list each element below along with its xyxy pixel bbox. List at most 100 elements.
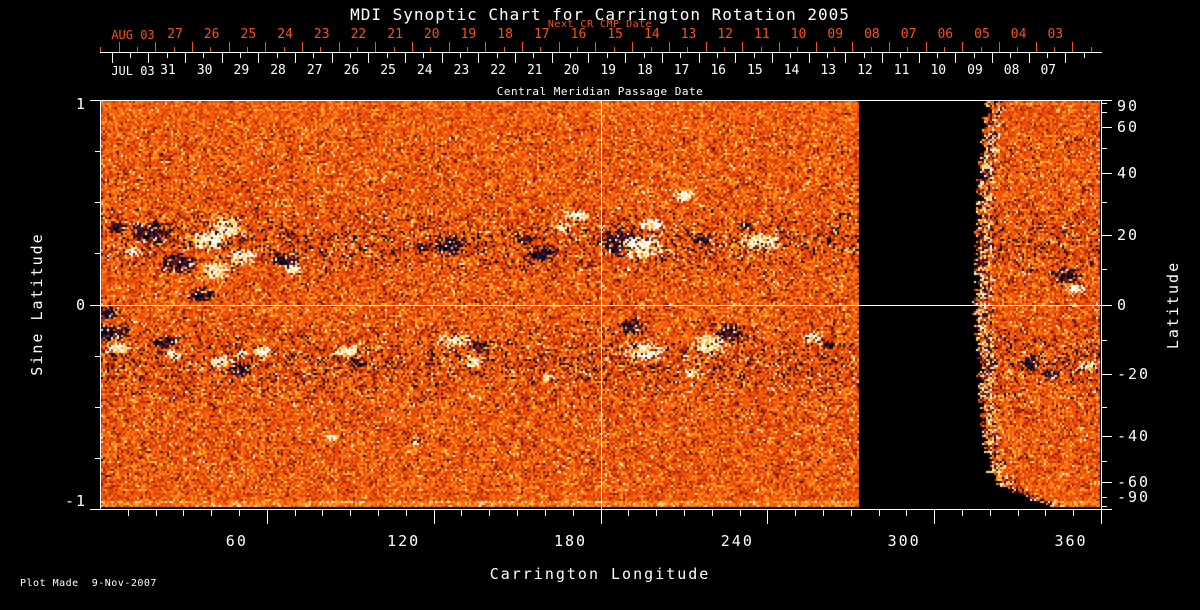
tick — [1101, 304, 1112, 306]
tick — [90, 304, 100, 306]
tick — [998, 42, 1000, 52]
longitude-tick-label: 120 — [387, 532, 421, 550]
tick — [1101, 103, 1107, 105]
tick — [441, 52, 443, 63]
next-cr-date-label: 20 — [423, 27, 440, 42]
tick — [183, 509, 185, 516]
tick — [558, 42, 560, 52]
tick — [656, 509, 658, 516]
tick — [221, 52, 223, 63]
tick — [961, 509, 963, 516]
tick — [478, 52, 480, 63]
tick — [95, 202, 100, 204]
tick — [95, 355, 100, 357]
tick — [302, 42, 304, 52]
tick — [276, 52, 278, 58]
cmp-date-label: 20 — [563, 63, 580, 78]
tick — [100, 47, 102, 52]
next-cr-date-label: 16 — [570, 27, 587, 42]
tick — [632, 42, 634, 52]
tick — [118, 42, 120, 52]
tick — [989, 509, 991, 516]
tick — [430, 47, 432, 52]
tick — [265, 42, 267, 52]
tick — [95, 406, 100, 408]
cmp-date-label: 14 — [783, 63, 800, 78]
tick — [795, 509, 797, 516]
tick — [405, 52, 407, 63]
tick — [1035, 42, 1037, 52]
tick — [815, 42, 817, 52]
latitude-tick-label: -60 — [1117, 472, 1151, 491]
next-cr-date-label: 08 — [864, 27, 880, 42]
cmp-date-label: 29 — [233, 63, 250, 78]
tick — [943, 47, 945, 52]
tick — [540, 47, 542, 52]
cmp-date-label: 09 — [967, 63, 983, 78]
cmp-date-label: 23 — [453, 63, 470, 78]
next-cr-date-label: 17 — [533, 27, 550, 42]
tick — [705, 42, 707, 52]
sine-latitude-tick-label: 0 — [75, 295, 87, 314]
tick — [934, 509, 936, 524]
tick — [460, 52, 462, 58]
latitude-tick-label: -40 — [1117, 426, 1151, 445]
tick — [247, 47, 249, 52]
tick — [467, 47, 469, 52]
tick — [393, 47, 395, 52]
tick — [881, 52, 883, 63]
longitude-tick-label: 300 — [887, 532, 921, 550]
tick — [1017, 47, 1019, 52]
tick — [588, 52, 590, 63]
tick — [1101, 435, 1112, 437]
sine-latitude-tick-label: 1 — [75, 95, 87, 113]
tick — [1101, 340, 1107, 341]
next-cr-date-label: 19 — [460, 27, 477, 42]
cmp-date-label: 08 — [1003, 63, 1020, 78]
tick — [522, 42, 524, 52]
tick — [716, 52, 718, 58]
latitude-tick-label: 40 — [1117, 164, 1140, 183]
tick — [485, 42, 487, 52]
tick — [900, 52, 902, 58]
tick — [503, 47, 505, 52]
next-cr-date-label: 24 — [277, 27, 293, 42]
tick — [1101, 509, 1112, 510]
cmp-date-label: 27 — [306, 63, 323, 78]
tick — [517, 509, 519, 516]
tick — [111, 52, 113, 63]
tick — [258, 52, 260, 63]
tick — [1045, 509, 1047, 516]
next-cr-date-label: 25 — [240, 27, 257, 42]
tick — [1017, 509, 1019, 516]
tick — [551, 52, 553, 63]
tick — [955, 52, 957, 63]
tick — [433, 509, 435, 524]
cmp-date-axis-title: Central Meridian Passage Date — [496, 85, 704, 98]
tick — [1101, 496, 1107, 498]
tick — [320, 47, 322, 52]
tick — [155, 42, 157, 52]
tick — [771, 52, 773, 63]
tick — [650, 47, 652, 52]
tick — [888, 42, 890, 52]
next-cr-date-label: 05 — [974, 27, 990, 42]
tick — [1101, 461, 1107, 463]
latitude-tick-label: -20 — [1117, 365, 1151, 384]
tick — [767, 509, 769, 524]
tick — [136, 47, 138, 52]
next-cr-date-label: 07 — [900, 27, 917, 42]
cmp-date-label: 28 — [270, 63, 286, 78]
tick — [338, 42, 340, 52]
tick — [1101, 112, 1107, 114]
tick — [822, 509, 824, 516]
longitude-tick-label: 60 — [225, 532, 248, 550]
next-cr-date-label: 15 — [607, 27, 623, 42]
next-cr-date-label: 13 — [680, 27, 697, 42]
next-cr-date-label: 09 — [827, 27, 844, 42]
tick — [570, 52, 572, 58]
tick — [210, 47, 212, 52]
tick — [918, 52, 920, 63]
tick — [331, 52, 333, 63]
